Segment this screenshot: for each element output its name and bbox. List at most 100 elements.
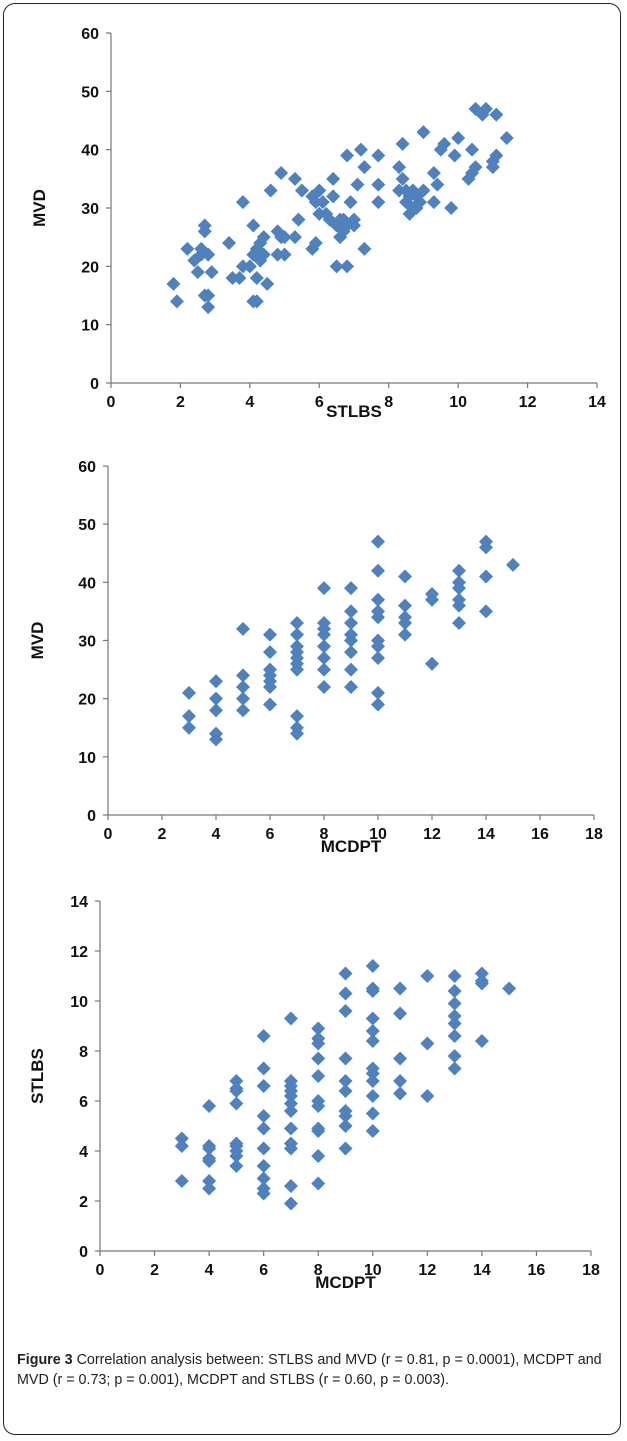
data-point xyxy=(425,592,439,607)
data-point xyxy=(338,986,353,1001)
data-point xyxy=(236,621,250,636)
x-tick-label: 14 xyxy=(473,1262,491,1279)
data-point xyxy=(311,1149,326,1163)
data-point xyxy=(393,1006,408,1021)
data-point xyxy=(393,981,408,996)
x-tick-label: 14 xyxy=(477,826,495,843)
data-point xyxy=(287,230,302,245)
data-point xyxy=(290,709,304,724)
data-point xyxy=(209,674,223,689)
x-tick-label: 2 xyxy=(150,1262,159,1279)
data-point xyxy=(353,142,368,157)
data-point xyxy=(202,1099,217,1113)
x-tick-label: 6 xyxy=(266,826,275,843)
x-tick-label: 12 xyxy=(423,826,441,843)
data-point xyxy=(229,1159,244,1173)
data-point xyxy=(371,592,385,607)
data-point xyxy=(256,230,271,245)
data-point xyxy=(447,1029,462,1043)
y-tick-label: 60 xyxy=(78,459,96,476)
data-point xyxy=(344,662,358,677)
data-point xyxy=(256,1061,271,1076)
data-point xyxy=(329,259,344,274)
x-tick-label: 16 xyxy=(531,826,549,843)
data-point xyxy=(447,148,462,163)
data-point xyxy=(308,236,323,250)
data-point xyxy=(392,160,407,175)
data-point xyxy=(430,177,445,192)
scatter-stlbs-vs-mvd: 0 10 20 30 40 50 60 0 2 4 6 8 10 12 14 STLBS MVD xyxy=(30,26,606,421)
data-point xyxy=(416,125,431,140)
x-tick-label: 2 xyxy=(176,394,185,411)
data-point xyxy=(474,976,489,991)
data-point xyxy=(294,183,309,198)
data-point xyxy=(204,265,219,280)
scatter-mcdpt-vs-mvd: 0 10 20 30 40 50 60 0 2 4 6 8 10 12 14 16 18 MCDPT MVD xyxy=(28,459,603,856)
data-point xyxy=(283,1089,298,1103)
data-point xyxy=(283,1196,298,1211)
data-point xyxy=(290,662,304,677)
data-point xyxy=(338,966,353,981)
data-point xyxy=(371,639,385,654)
data-point xyxy=(447,1061,462,1076)
x-axis-title: STLBS xyxy=(326,402,382,421)
data-point xyxy=(357,160,372,175)
x-tick-label: 6 xyxy=(315,394,324,411)
data-point xyxy=(420,1089,435,1103)
data-point xyxy=(317,650,331,665)
x-tick-label: 8 xyxy=(384,394,393,411)
data-point xyxy=(447,969,462,983)
y-tick-label: 0 xyxy=(87,808,96,825)
x-tick-label: 0 xyxy=(104,826,113,843)
data-point xyxy=(201,300,216,315)
data-point xyxy=(317,581,331,596)
data-point xyxy=(209,691,223,706)
data-point xyxy=(287,171,302,186)
data-point xyxy=(444,201,459,215)
data-point xyxy=(311,1099,326,1113)
y-axis-title: MVD xyxy=(30,189,49,227)
data-point xyxy=(283,1096,298,1111)
x-tick-label: 10 xyxy=(449,394,467,411)
data-point xyxy=(474,966,489,981)
data-point xyxy=(232,271,247,285)
data-point xyxy=(340,259,355,274)
data-point xyxy=(338,1141,353,1156)
data-point xyxy=(246,218,261,233)
data-point xyxy=(338,1004,353,1018)
y-tick-label: 4 xyxy=(79,1144,88,1161)
data-point xyxy=(447,1016,462,1031)
data-point xyxy=(290,616,304,631)
data-point xyxy=(344,680,358,695)
data-point xyxy=(256,1141,271,1156)
x-tick-label: 0 xyxy=(107,394,116,411)
data-point xyxy=(263,627,277,642)
y-tick-label: 40 xyxy=(81,143,99,160)
data-point xyxy=(447,984,462,998)
data-point xyxy=(236,668,250,683)
data-point xyxy=(202,1141,217,1156)
data-point xyxy=(283,1179,298,1193)
data-point xyxy=(371,650,385,665)
data-point xyxy=(365,1034,380,1048)
x-tick-label: 10 xyxy=(364,1262,382,1279)
data-point xyxy=(277,247,292,262)
data-point xyxy=(311,1124,326,1138)
data-point xyxy=(371,685,385,700)
data-point xyxy=(249,271,264,285)
data-point xyxy=(229,1096,244,1111)
data-point xyxy=(489,148,504,163)
data-point xyxy=(465,142,480,157)
data-point xyxy=(338,1084,353,1098)
data-point xyxy=(311,1051,326,1066)
data-point xyxy=(201,247,216,262)
x-tick-label: 12 xyxy=(519,394,537,411)
y-tick-label: 2 xyxy=(79,1194,88,1211)
data-point xyxy=(420,1036,435,1051)
data-point xyxy=(209,703,223,718)
data-point xyxy=(344,581,358,596)
data-point xyxy=(317,639,331,654)
data-point xyxy=(371,563,385,578)
y-tick-label: 10 xyxy=(78,750,96,767)
data-point xyxy=(395,136,410,151)
